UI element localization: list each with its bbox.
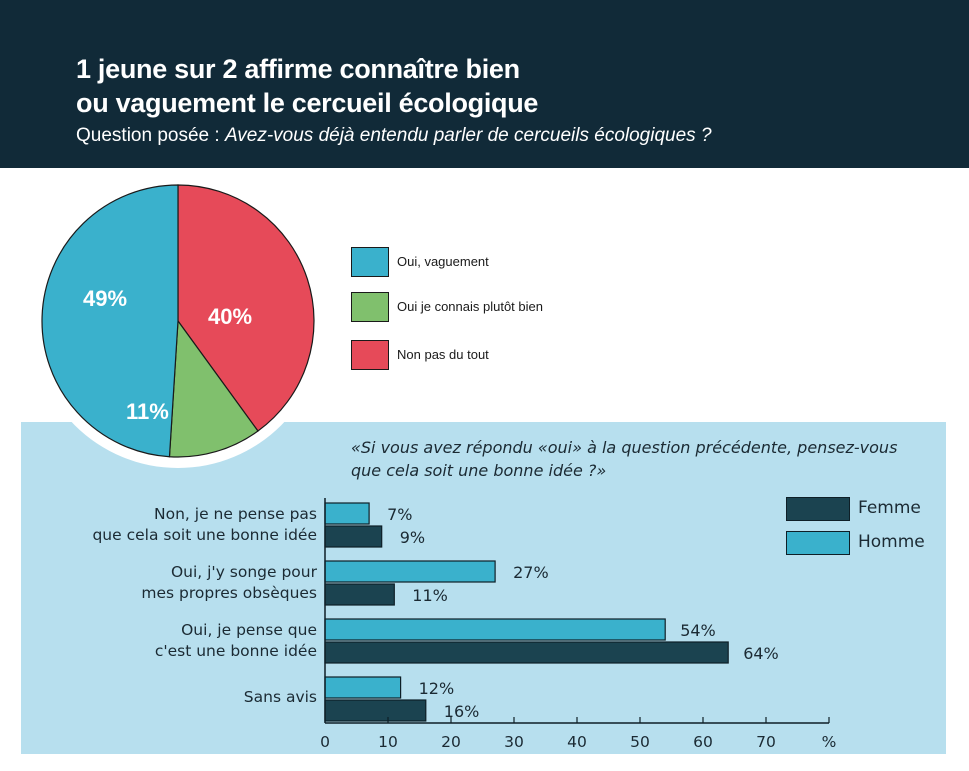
legend-label: Oui je connais plutôt bien bbox=[397, 299, 543, 314]
category-label-line: Oui, j'y songe pour bbox=[170, 563, 317, 581]
bar-homme bbox=[324, 676, 402, 699]
legend-swatch bbox=[786, 531, 850, 555]
bar-chart-question: «Si vous avez répondu «oui» à la questio… bbox=[351, 438, 898, 480]
x-tick-label: 50 bbox=[630, 733, 650, 751]
x-tick-label: 20 bbox=[441, 733, 461, 751]
bar-femme bbox=[324, 699, 427, 722]
bar-femme bbox=[324, 525, 383, 548]
bar-chart-panel bbox=[21, 422, 946, 754]
title-line-2: ou vaguement le cercueil écologique bbox=[76, 88, 539, 118]
legend-swatch bbox=[351, 340, 389, 370]
question-text: Avez-vous déjà entendu parler de cercuei… bbox=[224, 125, 712, 146]
category-label-line: mes propres obsèques bbox=[141, 584, 317, 602]
bar-value-label: 54% bbox=[680, 621, 716, 640]
legend-label: Non pas du tout bbox=[397, 347, 489, 362]
legend-label: Oui, vaguement bbox=[397, 254, 489, 269]
pie-label-non: 40% bbox=[208, 304, 253, 329]
x-tick-label: 10 bbox=[378, 733, 398, 751]
bar-homme bbox=[324, 618, 666, 641]
bar-femme bbox=[324, 641, 729, 664]
category-label-line: Non, je ne pense pas bbox=[154, 505, 317, 523]
bar-value-label: 11% bbox=[412, 586, 448, 605]
bar-value-label: 27% bbox=[513, 563, 549, 582]
x-tick-label: 40 bbox=[567, 733, 587, 751]
bar-homme bbox=[324, 560, 496, 583]
question-subtitle: Question posée : Avez-vous déjà entendu … bbox=[76, 124, 956, 148]
legend-swatch bbox=[351, 247, 389, 277]
x-tick-label: % bbox=[822, 733, 837, 751]
bar-value-label: 12% bbox=[419, 679, 455, 698]
bar-value-label: 16% bbox=[444, 702, 480, 721]
bar-value-label: 9% bbox=[400, 528, 425, 547]
category-label: Non, je ne pense pas que cela soit une b… bbox=[92, 504, 317, 546]
legend-label: Homme bbox=[858, 532, 925, 552]
category-label-line: Oui, je pense que bbox=[181, 621, 317, 639]
legend-label: Femme bbox=[858, 498, 921, 518]
title-line-1: 1 jeune sur 2 affirme connaître bien bbox=[76, 54, 520, 84]
page-title: 1 jeune sur 2 affirme connaître bien ou … bbox=[76, 52, 876, 120]
bar-femme bbox=[324, 583, 395, 606]
bar-value-label: 7% bbox=[387, 505, 412, 524]
category-label: Oui, je pense que c'est une bonne idée bbox=[155, 620, 317, 662]
x-tick-label: 70 bbox=[756, 733, 776, 751]
x-tick-label: 60 bbox=[693, 733, 713, 751]
header-banner bbox=[0, 0, 969, 168]
pie-label-connais: 11% bbox=[126, 399, 169, 424]
x-tick-label: 30 bbox=[504, 733, 524, 751]
question-prefix: Question posée : bbox=[76, 125, 225, 146]
pie-label-vaguement: 49% bbox=[83, 286, 128, 311]
bar-value-label: 64% bbox=[743, 644, 779, 663]
category-label-line: Sans avis bbox=[243, 688, 317, 706]
category-label-line: que cela soit une bonne idée bbox=[92, 526, 317, 544]
category-label-line: c'est une bonne idée bbox=[154, 642, 317, 660]
category-label: Sans avis bbox=[244, 687, 317, 708]
legend-swatch bbox=[351, 292, 389, 322]
pie-slice bbox=[168, 319, 259, 458]
category-label: Oui, j'y songe pour mes propres obsèques bbox=[141, 562, 317, 604]
bar-homme bbox=[324, 502, 370, 525]
legend-swatch bbox=[786, 497, 850, 521]
pie-slice bbox=[177, 184, 315, 432]
pie-slice bbox=[41, 184, 179, 458]
x-tick-label: 0 bbox=[320, 733, 330, 751]
